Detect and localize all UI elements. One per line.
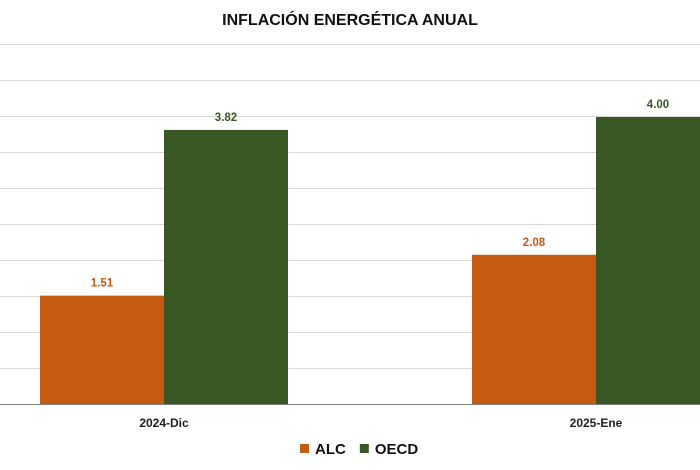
data-labels: 1.51 3.82 2.08 4.00 <box>91 99 669 290</box>
x-tick-label: 2024-Dic <box>139 416 189 430</box>
chart-title: INFLACIÓN ENERGÉTICA ANUAL <box>222 10 478 29</box>
bar-alc-2025-ene <box>472 254 596 404</box>
bar-oecd-2024-dic <box>164 129 288 405</box>
bar-oecd-2025-ene <box>596 117 700 404</box>
data-label-oecd-2025-ene: 4.00 <box>647 99 669 111</box>
legend: ALC OECD <box>300 441 418 458</box>
legend-swatch-oecd <box>359 444 369 453</box>
bar-alc-2024-dic <box>40 295 164 404</box>
bars <box>40 117 700 405</box>
x-tick-labels: 2024-Dic 2025-Ene <box>139 416 622 430</box>
legend-swatch-alc <box>300 444 309 453</box>
data-label-alc-2024-dic: 1.51 <box>91 278 114 290</box>
data-label-oecd-2024-dic: 3.82 <box>215 112 237 124</box>
legend-label-alc: ALC <box>315 441 346 458</box>
x-tick-label: 2025-Ene <box>570 416 623 430</box>
data-label-alc-2025-ene: 2.08 <box>523 237 546 249</box>
legend-label-oecd: OECD <box>375 441 419 458</box>
